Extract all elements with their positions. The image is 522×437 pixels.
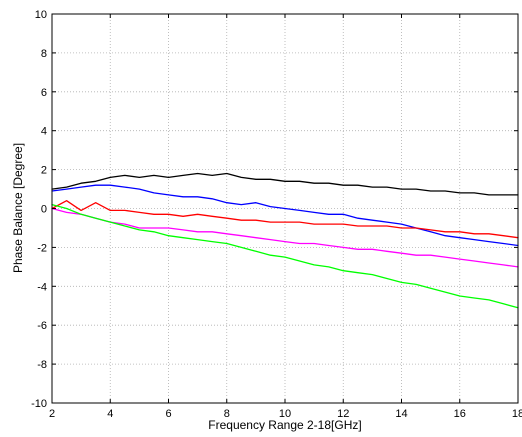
- series-line-green: [51, 203, 519, 309]
- y-tick-label: -4: [37, 281, 47, 293]
- x-tick-label: 4: [107, 408, 113, 420]
- y-tick-label: 4: [41, 126, 47, 138]
- tick-marks: [51, 13, 519, 404]
- x-tick-label: 18: [512, 408, 522, 420]
- y-tick-label: -10: [31, 398, 47, 410]
- y-tick-label: 0: [41, 204, 47, 216]
- grid-lines: [52, 14, 518, 403]
- x-tick-label: 14: [395, 408, 407, 420]
- y-tick-label: -2: [37, 242, 47, 254]
- x-tick-label: 2: [49, 408, 55, 420]
- x-tick-label: 12: [337, 408, 349, 420]
- series-line-black: [51, 172, 519, 196]
- y-axis-label: Phase Balance [Degree]: [11, 143, 25, 273]
- series-line-red: [51, 200, 519, 239]
- series-line-blue: [51, 184, 519, 247]
- y-tick-label: 2: [41, 165, 47, 177]
- y-tick-label: -8: [37, 359, 47, 371]
- y-tick-label: 10: [35, 9, 47, 21]
- y-tick-labels: -10 -8 -6 -4 -2 0 2 4 6 8 10: [31, 9, 47, 410]
- x-tick-label: 6: [165, 408, 171, 420]
- x-tick-label: 16: [454, 408, 466, 420]
- y-tick-label: 6: [41, 87, 47, 99]
- series-group: [51, 172, 519, 309]
- x-tick-label: 8: [224, 408, 230, 420]
- x-tick-labels: 2 4 6 8 10 12 14 16 18: [49, 408, 522, 420]
- y-tick-label: -6: [37, 320, 47, 332]
- series-line-magenta: [51, 207, 519, 268]
- x-axis-label: Frequency Range 2-18[GHz]: [208, 418, 361, 432]
- x-tick-label: 10: [279, 408, 291, 420]
- y-tick-label: 8: [41, 48, 47, 60]
